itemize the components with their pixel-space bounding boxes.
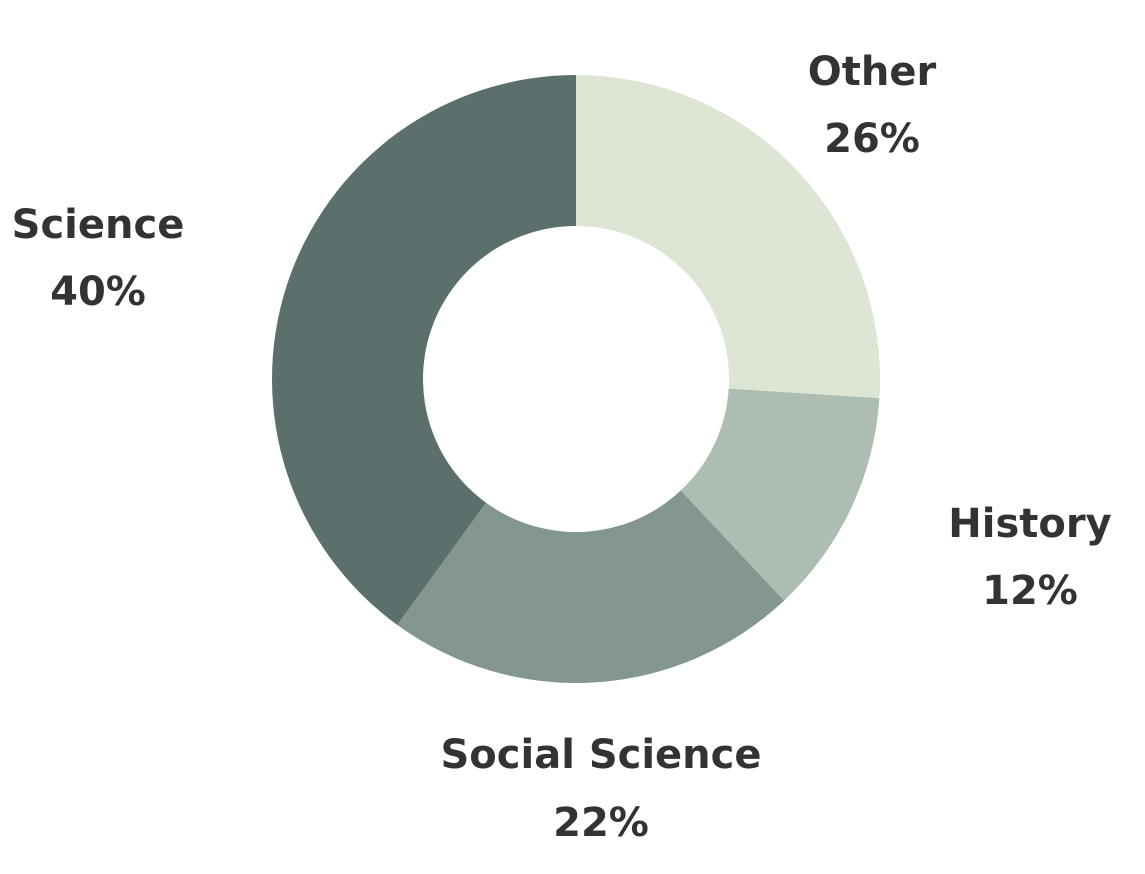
slice-label-social-science: Social Science bbox=[440, 732, 761, 778]
slice-other bbox=[576, 75, 881, 399]
slice-label-history: History bbox=[948, 501, 1111, 547]
slice-history bbox=[680, 388, 880, 601]
slice-label-other: Other bbox=[808, 49, 937, 95]
slice-label-science: Science bbox=[12, 202, 185, 248]
slice-social-science bbox=[397, 490, 785, 683]
slice-value-social-science: 22% bbox=[553, 800, 649, 846]
slice-value-history: 12% bbox=[982, 568, 1078, 614]
slice-science bbox=[272, 75, 576, 625]
slice-value-other: 26% bbox=[824, 116, 920, 162]
chart-slices bbox=[272, 75, 881, 683]
slice-value-science: 40% bbox=[50, 269, 146, 315]
chart-labels: Other 26% History 12% Social Science 22% Scien… bbox=[12, 49, 1112, 846]
